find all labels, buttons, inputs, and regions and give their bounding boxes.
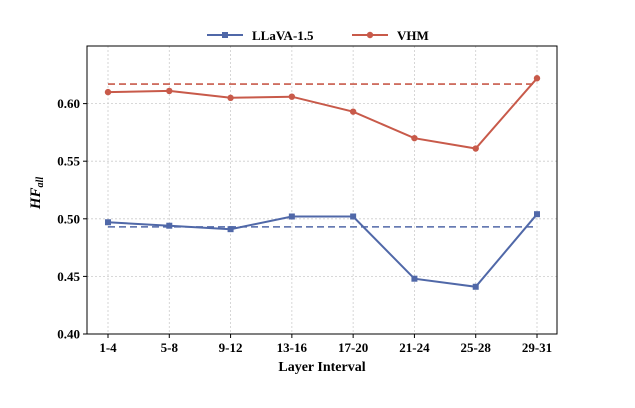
x-tick-label: 25-28 bbox=[461, 340, 492, 355]
reference-lines bbox=[108, 83, 537, 228]
y-tick-label: 0.45 bbox=[57, 269, 80, 284]
data-point bbox=[166, 87, 173, 95]
x-tick-label: 9-12 bbox=[219, 340, 243, 355]
y-axis-label-main: HF bbox=[28, 187, 44, 210]
legend: LLaVA-1.5 VHM bbox=[207, 28, 429, 43]
data-point bbox=[227, 226, 234, 233]
series-line bbox=[107, 77, 538, 150]
x-axis-ticks: 1-4 5-8 9-12 13-16 17-20 21-24 25-28 29-31 bbox=[99, 334, 552, 355]
series-line bbox=[107, 213, 538, 288]
data-point bbox=[534, 211, 540, 218]
legend-label-vhm: VHM bbox=[397, 28, 429, 43]
data-point bbox=[227, 94, 234, 102]
y-tick-label: 0.40 bbox=[57, 327, 80, 342]
y-tick-label: 0.50 bbox=[57, 211, 80, 226]
x-tick-label: 21-24 bbox=[399, 340, 430, 355]
data-point bbox=[349, 108, 357, 115]
legend-entry-llava: LLaVA-1.5 bbox=[207, 28, 314, 43]
x-tick-label: 13-16 bbox=[277, 340, 308, 355]
y-axis-label-sub: all bbox=[35, 177, 46, 188]
plot-frame bbox=[86, 45, 558, 335]
legend-entry-vhm: VHM bbox=[352, 28, 429, 43]
legend-marker-vhm bbox=[366, 31, 374, 39]
data-point bbox=[472, 145, 479, 152]
data-point bbox=[350, 213, 357, 220]
data-point bbox=[105, 219, 111, 226]
data-point bbox=[288, 213, 295, 220]
data-point bbox=[411, 275, 418, 282]
y-axis-ticks: 0.40 0.45 0.50 0.55 0.60 bbox=[57, 96, 87, 342]
x-tick-label: 1-4 bbox=[99, 340, 117, 355]
data-point bbox=[472, 283, 479, 290]
data-point bbox=[288, 93, 296, 100]
data-point bbox=[104, 88, 112, 96]
y-tick-label: 0.60 bbox=[57, 96, 80, 111]
data-point bbox=[166, 222, 173, 229]
legend-label-llava: LLaVA-1.5 bbox=[252, 28, 314, 43]
data-point bbox=[533, 75, 541, 82]
legend-marker-llava bbox=[222, 32, 228, 38]
x-tick-label: 29-31 bbox=[522, 340, 552, 355]
y-axis-label: HFall bbox=[28, 177, 46, 210]
y-tick-label: 0.55 bbox=[57, 154, 80, 169]
x-tick-label: 17-20 bbox=[338, 340, 368, 355]
grid bbox=[87, 46, 557, 335]
data-point bbox=[411, 134, 418, 142]
x-axis-label: Layer Interval bbox=[278, 360, 365, 375]
series bbox=[104, 75, 541, 290]
svg-text:HFall: HFall bbox=[28, 177, 46, 210]
x-tick-label: 5-8 bbox=[161, 340, 179, 355]
